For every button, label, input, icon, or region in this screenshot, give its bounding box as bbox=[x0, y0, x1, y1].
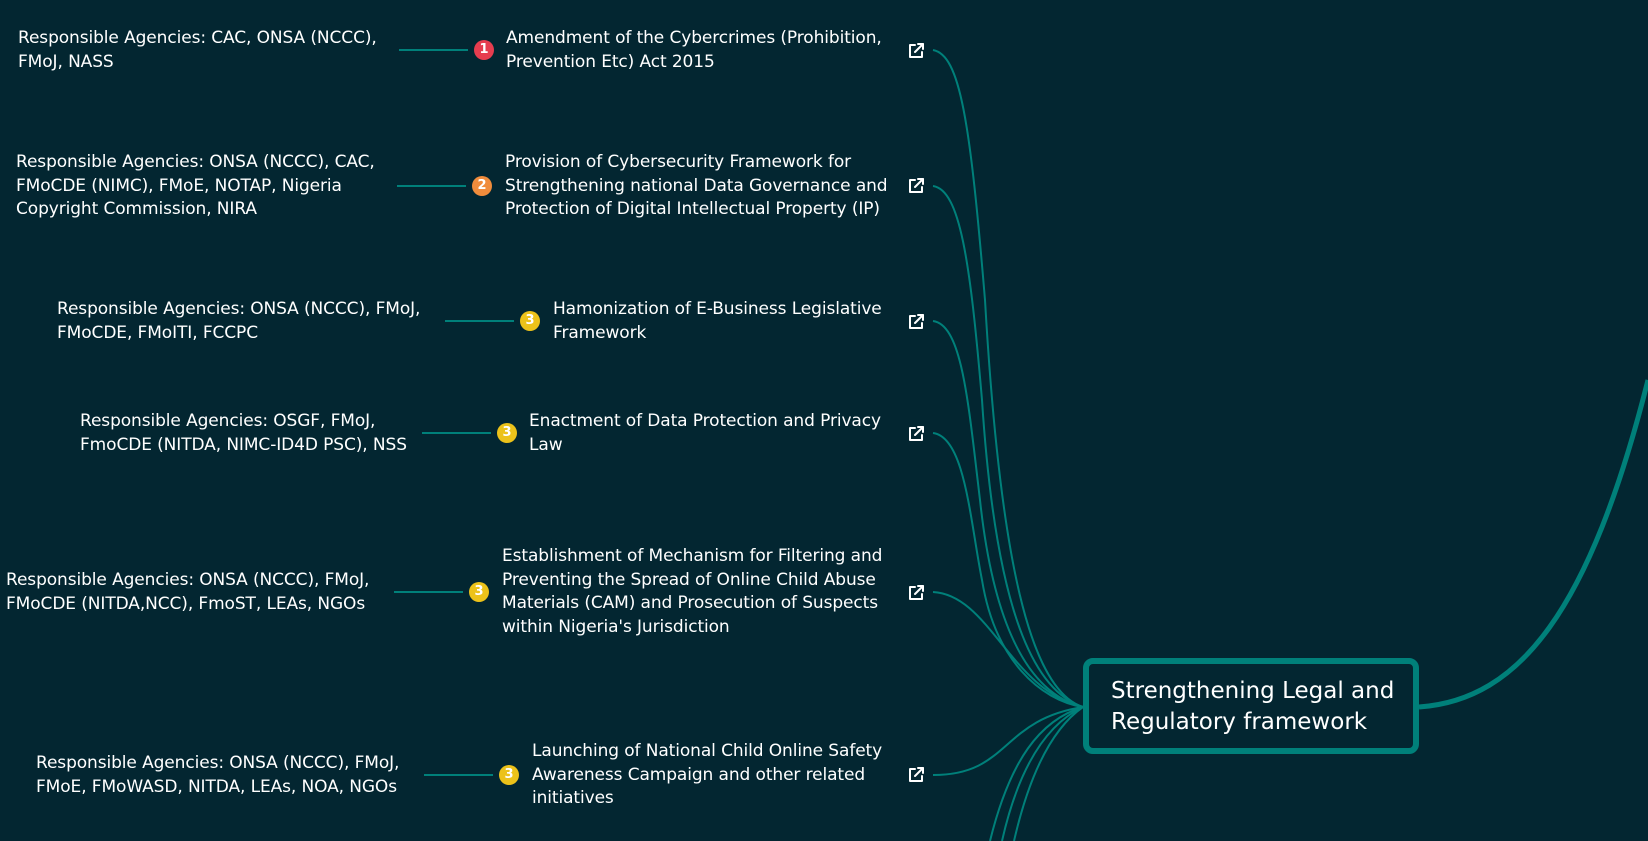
title-line: Launching of National Child Online Safet… bbox=[532, 741, 883, 761]
title-line: Awareness Campaign and other related bbox=[532, 764, 866, 785]
agencies-line: FmoCDE (NITDA, NIMC-ID4D PSC), NSS bbox=[80, 434, 407, 455]
priority-3-badge: 3 bbox=[469, 582, 489, 602]
central-label-line: Regulatory framework bbox=[1111, 709, 1368, 735]
title-line: Strengthening national Data Governance a… bbox=[505, 175, 888, 196]
responsible-agencies-text: Responsible Agencies: OSGF, FMoJ, FmoCDE… bbox=[80, 410, 407, 457]
agencies-line: FMoCDE, FMoITI, FCCPC bbox=[57, 322, 258, 343]
branch-edge bbox=[932, 320, 1084, 708]
title-line: Establishment of Mechanism for Filtering… bbox=[502, 546, 883, 566]
responsible-agencies-text: Responsible Agencies: ONSA (NCCC), FMoJ,… bbox=[36, 752, 399, 799]
agencies-line: Responsible Agencies: ONSA (NCCC), FMoJ, bbox=[6, 570, 370, 590]
responsible-agencies-text: Responsible Agencies: ONSA (NCCC), CAC, … bbox=[16, 151, 375, 222]
title-line: initiatives bbox=[532, 788, 614, 808]
item-title[interactable]: Launching of National Child Online Safet… bbox=[532, 740, 882, 811]
agencies-line: FMoE, FMoWASD, NITDA, LEAs, NOA, NGOs bbox=[36, 776, 397, 797]
branch-edge bbox=[932, 706, 1084, 776]
title-line: Law bbox=[529, 434, 563, 455]
external-link-icon[interactable] bbox=[907, 177, 925, 195]
central-topic-label: Strengthening Legal and Regulatory frame… bbox=[1111, 676, 1395, 738]
title-line: Prevention Etc) Act 2015 bbox=[506, 51, 715, 72]
item-title[interactable]: Hamonization of E-Business Legislative F… bbox=[553, 298, 882, 345]
title-line: Protection of Digital Intellectual Prope… bbox=[505, 199, 880, 219]
branch-edge bbox=[932, 185, 1084, 708]
item-title[interactable]: Establishment of Mechanism for Filtering… bbox=[502, 545, 882, 639]
responsible-agencies-text: Responsible Agencies: ONSA (NCCC), FMoJ,… bbox=[6, 569, 369, 616]
agencies-line: Responsible Agencies: ONSA (NCCC), FMoJ, bbox=[57, 299, 421, 319]
agencies-line: Copyright Commission, NIRA bbox=[16, 199, 257, 219]
item-title[interactable]: Provision of Cybersecurity Framework for… bbox=[505, 151, 888, 222]
branch-edge bbox=[932, 49, 1084, 708]
priority-2-badge: 2 bbox=[472, 176, 492, 196]
agencies-line: FMoCDE (NIMC), FMoE, NOTAP, Nigeria bbox=[16, 175, 342, 196]
agencies-line: Responsible Agencies: ONSA (NCCC), FMoJ, bbox=[36, 753, 400, 773]
branch-edge bbox=[1013, 706, 1084, 841]
title-line: Provision of Cybersecurity Framework for bbox=[505, 152, 852, 172]
external-link-icon[interactable] bbox=[907, 584, 925, 602]
responsible-agencies-text: Responsible Agencies: CAC, ONSA (NCCC), … bbox=[18, 27, 377, 74]
branch-edge bbox=[989, 706, 1084, 841]
title-line: Materials (CAM) and Prosecution of Suspe… bbox=[502, 593, 878, 613]
external-link-icon[interactable] bbox=[907, 425, 925, 443]
central-label-line: Strengthening Legal and bbox=[1111, 678, 1395, 704]
external-link-icon[interactable] bbox=[907, 42, 925, 60]
responsible-agencies-text: Responsible Agencies: ONSA (NCCC), FMoJ,… bbox=[57, 298, 420, 345]
agencies-line: Responsible Agencies: ONSA (NCCC), CAC, bbox=[16, 152, 375, 172]
external-link-icon[interactable] bbox=[907, 766, 925, 784]
priority-3-badge: 3 bbox=[499, 765, 519, 785]
title-line: Amendment of the Cybercrimes (Prohibitio… bbox=[506, 28, 882, 48]
branch-edge bbox=[932, 432, 1084, 708]
agencies-line: Responsible Agencies: CAC, ONSA (NCCC), bbox=[18, 28, 377, 48]
title-line: Enactment of Data Protection and Privacy bbox=[529, 411, 881, 431]
priority-3-badge: 3 bbox=[520, 311, 540, 331]
central-topic-node[interactable]: Strengthening Legal and Regulatory frame… bbox=[1083, 658, 1419, 754]
title-line: within Nigeria's Jurisdiction bbox=[502, 616, 730, 637]
priority-1-badge: 1 bbox=[474, 40, 494, 60]
item-title[interactable]: Enactment of Data Protection and Privacy… bbox=[529, 410, 881, 457]
branch-edge bbox=[932, 591, 1084, 708]
external-link-icon[interactable] bbox=[907, 313, 925, 331]
parent-edge bbox=[1418, 379, 1648, 710]
agencies-line: Responsible Agencies: OSGF, FMoJ, bbox=[80, 411, 376, 431]
priority-3-badge: 3 bbox=[497, 423, 517, 443]
item-title[interactable]: Amendment of the Cybercrimes (Prohibitio… bbox=[506, 27, 882, 74]
agencies-line: FMoJ, NASS bbox=[18, 51, 114, 72]
title-line: Hamonization of E-Business Legislative bbox=[553, 299, 882, 319]
title-line: Framework bbox=[553, 322, 647, 343]
branch-edge bbox=[1001, 706, 1084, 841]
title-line: Preventing the Spread of Online Child Ab… bbox=[502, 569, 876, 590]
agencies-line: FMoCDE (NITDA,NCC), FmoST, LEAs, NGOs bbox=[6, 593, 366, 614]
